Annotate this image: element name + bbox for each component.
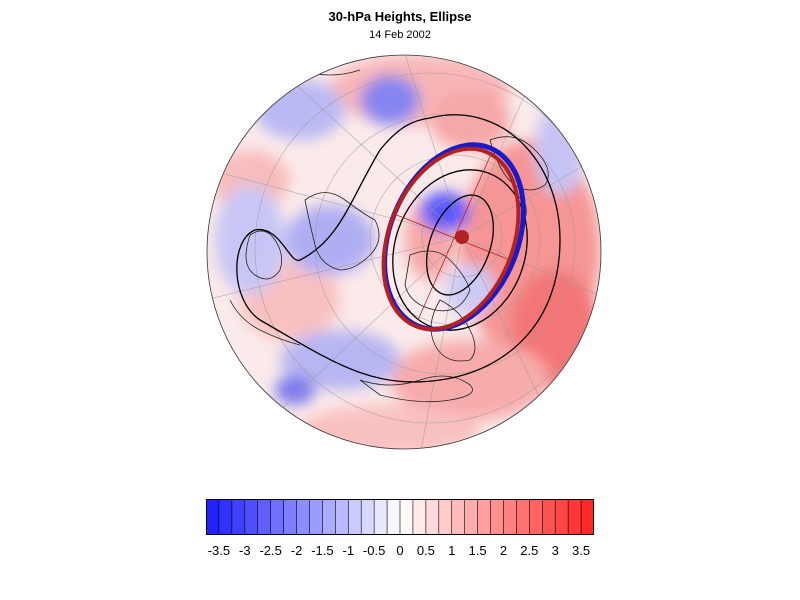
colorbar-cell [425, 499, 440, 535]
colorbar-tick-label: -2.5 [259, 543, 282, 558]
colorbar-cell [296, 499, 311, 535]
colorbar-tick-label: 0 [396, 543, 404, 558]
map-boundary [206, 54, 602, 450]
colorbar-cell [464, 499, 479, 535]
colorbar-cell [529, 499, 543, 535]
colorbar-tick-label: 1 [448, 543, 456, 558]
colorbar-cell [257, 499, 272, 535]
colorbar-cell [206, 499, 220, 535]
colorbar-tick-label: -3.5 [207, 543, 231, 558]
anomaly-field [207, 55, 601, 449]
colorbar-tick-label: -0.5 [362, 543, 386, 558]
colorbar-cell [503, 499, 518, 535]
map-title: 30-hPa Heights, Ellipse [328, 9, 472, 24]
colorbar-cell [477, 499, 492, 535]
colorbar-cell [244, 499, 259, 535]
colorbar-cell [516, 499, 530, 535]
colorbar-tick-label: 2 [499, 543, 508, 558]
colorbar-cell [386, 499, 401, 535]
colorbar-tick-label: 0.5 [416, 543, 435, 558]
colorbar-cell [218, 499, 233, 535]
colorbar-tick-label: -1.5 [311, 543, 334, 558]
colorbar-cell [399, 499, 414, 535]
colorbar-cell [309, 499, 324, 535]
map-date: 14 Feb 2002 [369, 29, 431, 41]
colorbar-cell [347, 499, 362, 535]
colorbar [206, 499, 594, 535]
colorbar-cell [580, 499, 594, 535]
colorbar-cell [554, 499, 569, 535]
colorbar-tick-label: 3 [551, 543, 559, 558]
colorbar-tick-label: -3 [239, 543, 251, 558]
colorbar-cell [412, 499, 427, 535]
colorbar-cell [567, 499, 582, 535]
colorbar-cell [438, 499, 453, 535]
colorbar-tick-label: -1 [342, 543, 355, 558]
colorbar-cell [373, 499, 388, 535]
colorbar-cell [451, 499, 466, 535]
colorbar-tick-label: 1.5 [468, 543, 487, 558]
colorbar-cell [335, 499, 349, 535]
vortex-center-marker [455, 230, 469, 244]
colorbar-cell [541, 499, 556, 535]
colorbar-cell [231, 499, 246, 535]
vortex-ellipse [381, 142, 526, 332]
colorbar-tick-label: -2 [290, 543, 303, 558]
colorbar-labels: -3.5 -3 -2.5 -2 -1.5 -1 -0.5 0 0.5 1 1.5 2 2.5 3 3.5 [0, 543, 800, 559]
colorbar-cell [360, 499, 375, 535]
colorbar-tick-label: 3.5 [572, 543, 591, 558]
colorbar-cell [270, 499, 285, 535]
colorbar-cell [490, 499, 505, 535]
colorbar-cell [322, 499, 336, 535]
colorbar-tick-label: 2.5 [520, 543, 539, 558]
colorbar-cell [283, 499, 298, 535]
